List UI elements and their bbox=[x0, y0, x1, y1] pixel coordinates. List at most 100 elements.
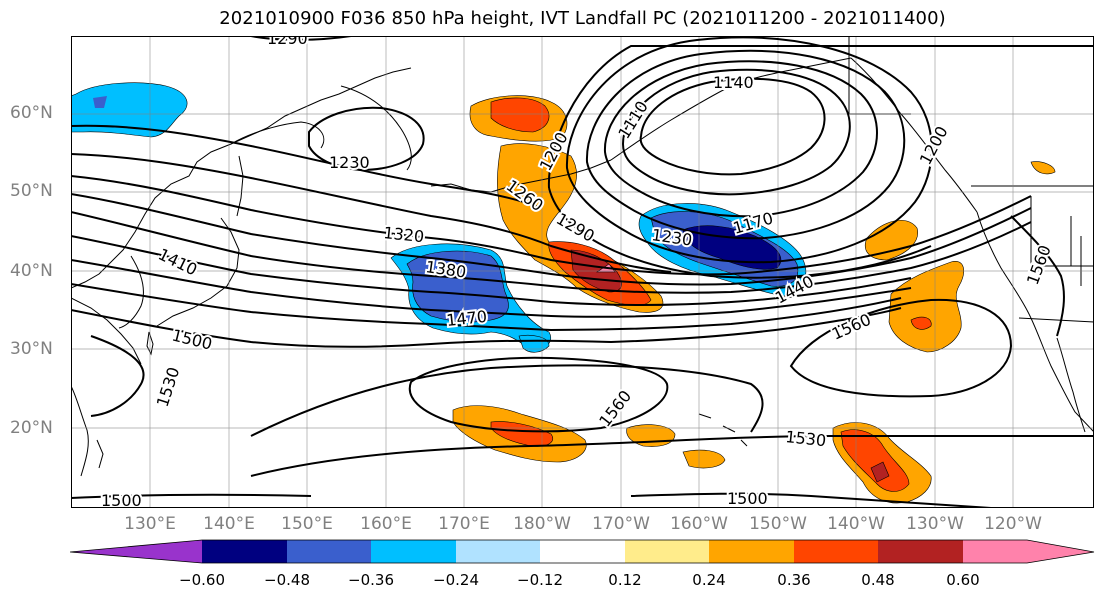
colorbar-tick-p048: 0.48 bbox=[861, 571, 895, 589]
ivt-positive-peak-southeast bbox=[870, 461, 890, 483]
contour-1380 bbox=[71, 211, 1032, 294]
colorbar-cell-extend-low bbox=[70, 540, 202, 563]
coastline-aleutians bbox=[430, 159, 612, 193]
contour-1410 bbox=[71, 235, 912, 306]
colorbar-tick-p060: 0.60 bbox=[946, 571, 980, 589]
lon-label-150w: 150°W bbox=[749, 514, 807, 534]
colorbar-cell-3 bbox=[371, 540, 456, 563]
colorbar bbox=[70, 539, 1095, 564]
contour-1440 bbox=[71, 259, 912, 318]
colorbar-cell-6 bbox=[625, 540, 709, 563]
colorbar-cell-1 bbox=[202, 540, 287, 563]
contour-1500-north bbox=[71, 307, 902, 348]
colorbar-tick-m060: −0.60 bbox=[179, 571, 225, 589]
contour-1260-band bbox=[71, 124, 542, 209]
ivt-positive-core-ne-2 bbox=[910, 316, 932, 330]
contour-1200 bbox=[603, 60, 878, 218]
colorbar-cell-9 bbox=[878, 540, 963, 563]
colorbar-tick-p024: 0.24 bbox=[692, 571, 726, 589]
contour-1530-sub bbox=[90, 335, 145, 417]
colorbar-cell-8 bbox=[794, 540, 878, 563]
ivt-positive-region-ne-2 bbox=[888, 261, 964, 353]
lon-label-120w: 120°W bbox=[984, 514, 1042, 534]
ivt-negative-region-siberia bbox=[71, 82, 188, 138]
coastline-korea bbox=[118, 255, 144, 329]
map-frame bbox=[71, 36, 1094, 508]
border-states bbox=[1030, 196, 1094, 286]
lon-label-140e: 140°E bbox=[203, 514, 255, 534]
coastline-japan bbox=[156, 217, 240, 327]
coastline-philippines bbox=[71, 385, 104, 477]
contour-1260-east bbox=[565, 36, 933, 264]
colorbar-cell-2 bbox=[287, 540, 371, 563]
contour-1170-inner bbox=[621, 68, 851, 196]
colorbar-cell-5 bbox=[540, 540, 625, 563]
colorbar-tick-p036: 0.36 bbox=[777, 571, 811, 589]
colorbar-cells bbox=[70, 540, 1094, 563]
ivt-positive-core-kamchatka bbox=[490, 97, 550, 133]
contour-1560-high bbox=[408, 356, 669, 433]
ivt-negative-tail-central bbox=[518, 335, 550, 353]
ivt-positive-small-ne bbox=[1030, 161, 1056, 175]
coastline-taiwan bbox=[146, 331, 154, 356]
contour-1350 bbox=[71, 193, 1032, 286]
contour-1230-east bbox=[585, 49, 906, 240]
colorbar-cell-4 bbox=[456, 540, 540, 563]
lon-label-160e: 160°E bbox=[360, 514, 412, 534]
map-panel: 1290 1140 1110 1200 1230 1260 1290 1320 … bbox=[71, 36, 1094, 508]
contour-1560-east bbox=[789, 298, 1013, 398]
lat-label-50n: 50°N bbox=[10, 181, 53, 201]
hawaii-islands bbox=[698, 413, 748, 447]
contour-1500-south bbox=[71, 492, 992, 508]
contour-1140 bbox=[639, 77, 826, 176]
contour-label-1530-south: 1530 bbox=[785, 427, 827, 450]
height-contours bbox=[71, 36, 1094, 508]
colorbar-tick-m012: −0.12 bbox=[517, 571, 563, 589]
lon-label-180w: 180°W bbox=[513, 514, 571, 534]
lat-label-60n: 60°N bbox=[10, 103, 53, 123]
map-title: 2021010900 F036 850 hPa height, IVT Land… bbox=[219, 8, 946, 29]
lon-label-130e: 130°E bbox=[124, 514, 176, 534]
lon-label-170w: 170°W bbox=[592, 514, 650, 534]
colorbar-tick-m048: −0.48 bbox=[264, 571, 310, 589]
lat-label-40n: 40°N bbox=[10, 261, 53, 281]
lon-label-150e: 150°E bbox=[281, 514, 333, 534]
ivt-negative-core-gulf bbox=[682, 225, 782, 270]
graticule bbox=[71, 36, 1094, 508]
contour-1530-south bbox=[250, 434, 1094, 477]
contour-1290-east bbox=[547, 45, 1094, 279]
colorbar-cell-10 bbox=[963, 540, 1027, 563]
lon-label-170e: 170°E bbox=[438, 514, 490, 534]
ivt-negative-core-siberia bbox=[93, 96, 107, 108]
contour-label-1290-top: 1290 bbox=[267, 36, 308, 48]
colorbar-cell-7 bbox=[709, 540, 794, 563]
contour-1290-band bbox=[71, 153, 672, 273]
contour-label-1500-south: 1500 bbox=[727, 489, 768, 508]
colorbar-tick-p012: 0.12 bbox=[608, 571, 642, 589]
contour-1560-band bbox=[250, 364, 764, 437]
contour-1290-top bbox=[250, 36, 352, 41]
contour-1320 bbox=[71, 175, 1032, 276]
contour-label-1500-sw: 1500 bbox=[101, 491, 142, 508]
lat-label-30n: 30°N bbox=[10, 339, 53, 359]
ivt-positive-region-hawaii-3 bbox=[682, 449, 726, 469]
ivt-negative-core-central bbox=[406, 250, 509, 323]
colorbar-tick-m036: −0.36 bbox=[348, 571, 394, 589]
colorbar-cell-extend-high bbox=[1027, 540, 1094, 563]
coastline-okhotsk bbox=[230, 121, 325, 149]
border-us-mexico bbox=[1018, 317, 1094, 323]
coastline-asia bbox=[71, 67, 412, 289]
coastline-baja bbox=[1056, 337, 1086, 433]
lon-label-130w: 130°W bbox=[906, 514, 964, 534]
colorbar-tick-m024: −0.24 bbox=[433, 571, 479, 589]
coastline-na-west bbox=[976, 211, 1094, 433]
contour-1560-na bbox=[1010, 215, 1065, 337]
contour-label-1140: 1140 bbox=[713, 73, 754, 92]
lat-label-20n: 20°N bbox=[10, 418, 53, 438]
contour-label-1230-kamchatka: 1230 bbox=[329, 153, 370, 172]
colorbar-outline bbox=[70, 539, 1095, 564]
lon-label-140w: 140°W bbox=[827, 514, 885, 534]
coastline-china bbox=[71, 297, 142, 365]
lon-label-160w: 160°W bbox=[670, 514, 728, 534]
contour-1470 bbox=[71, 283, 902, 332]
